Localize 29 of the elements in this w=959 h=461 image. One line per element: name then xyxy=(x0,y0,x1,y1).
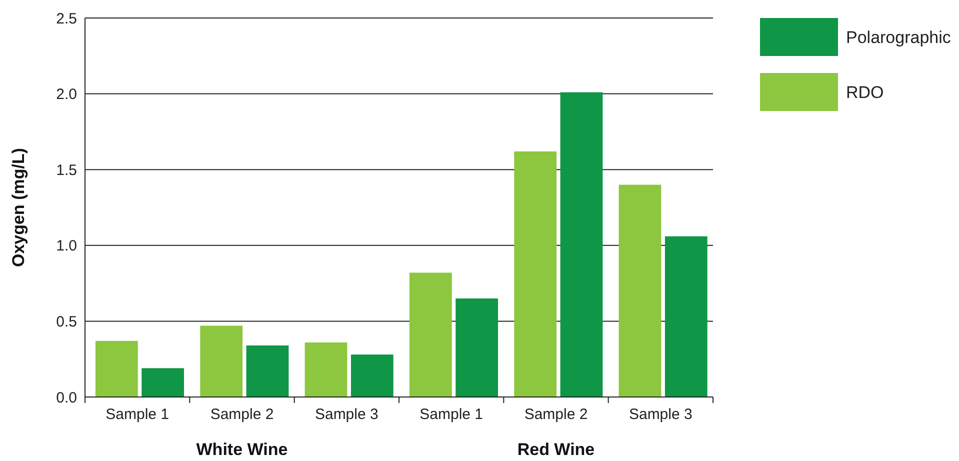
y-tick-label: 0.5 xyxy=(56,313,77,330)
x-tick-label: Sample 2 xyxy=(210,406,274,423)
bar xyxy=(409,272,452,397)
legend-label: Polarographic xyxy=(846,28,952,47)
x-tick-label: Sample 3 xyxy=(314,406,378,423)
bar xyxy=(560,92,603,397)
bar xyxy=(664,236,708,397)
x-tick-label: Sample 1 xyxy=(106,406,170,423)
x-tick-label: Sample 3 xyxy=(628,406,692,423)
bar xyxy=(95,340,138,397)
x-tick-label: Sample 2 xyxy=(524,406,588,423)
y-axis-title: Oxygen (mg/L) xyxy=(9,148,28,268)
legend-label: RDO xyxy=(846,82,884,102)
text: White Wine xyxy=(196,440,288,459)
bar xyxy=(456,298,498,397)
bar xyxy=(304,342,348,397)
bar xyxy=(514,151,557,397)
y-tick-label: 1.5 xyxy=(56,162,77,179)
y-tick-label: 0.0 xyxy=(56,389,77,406)
bar xyxy=(350,354,394,397)
text: Red Wine xyxy=(517,440,595,459)
bar xyxy=(246,345,289,397)
bar xyxy=(618,184,662,397)
y-tick-label: 2.0 xyxy=(56,86,77,104)
y-tick-label: 2.5 xyxy=(56,10,77,28)
bar xyxy=(142,368,184,397)
x-tick-label: Sample 1 xyxy=(420,406,484,423)
y-tick-label: 1.0 xyxy=(56,238,77,255)
bar xyxy=(200,326,243,397)
